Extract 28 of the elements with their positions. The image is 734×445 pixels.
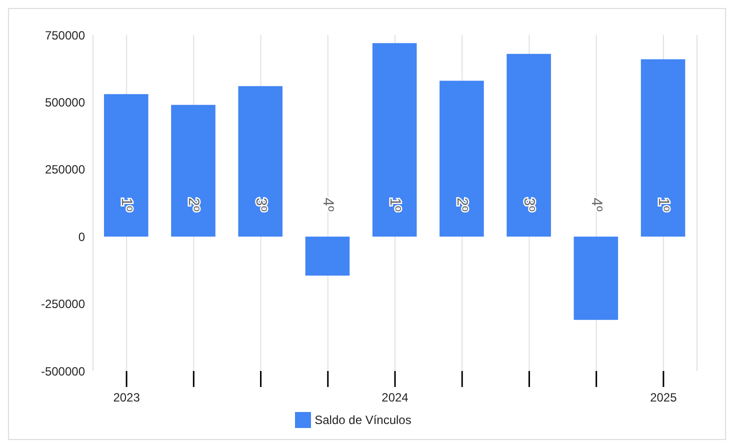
annotation: 1º	[654, 198, 672, 212]
annotation: 3º	[520, 198, 538, 212]
annotation: 1º	[386, 198, 404, 212]
bar	[574, 236, 618, 320]
annotation: 3º	[252, 198, 270, 212]
bar	[506, 54, 551, 237]
legend-label: Saldo de Vínculos	[314, 413, 412, 427]
y-tick-label: -500000	[40, 364, 86, 378]
x-tick-label: 2025	[650, 390, 678, 405]
bar	[104, 94, 148, 237]
y-tick-label: 0	[78, 230, 86, 244]
y-tick-label: 750000	[44, 28, 86, 42]
annotation: 2º	[454, 198, 471, 212]
annotation: 4º	[319, 198, 336, 212]
bar	[640, 59, 686, 237]
annotation: 1º	[118, 198, 136, 212]
bar	[171, 104, 216, 237]
bar	[440, 80, 484, 237]
annotation: 2º	[185, 198, 202, 212]
y-tick-label: 500000	[44, 95, 86, 110]
bar	[238, 86, 283, 237]
bar	[305, 236, 350, 276]
y-tick-label: 250000	[44, 162, 86, 177]
bar	[372, 43, 417, 237]
annotation: 4º	[588, 198, 605, 212]
x-tick-label: 2023	[113, 390, 140, 405]
x-tick-label: 2024	[382, 390, 409, 405]
y-tick-label: -250000	[40, 297, 86, 312]
